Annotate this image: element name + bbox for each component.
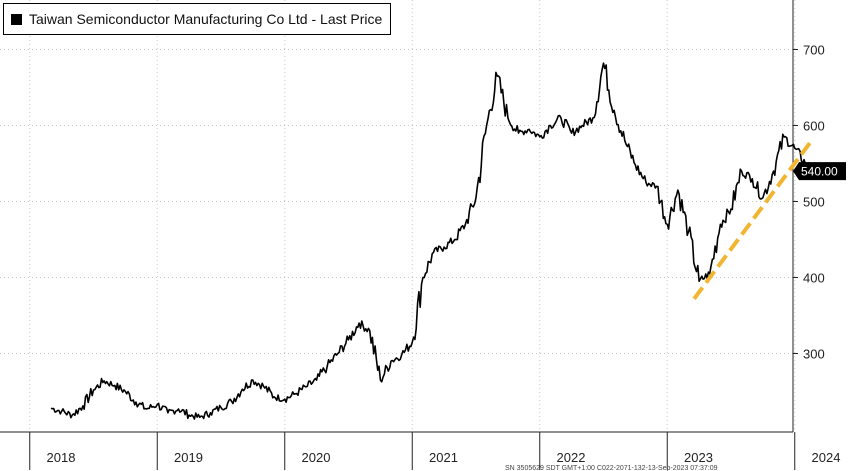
y-tick-label: 300 <box>803 347 825 362</box>
y-tick-label: 400 <box>803 271 825 286</box>
x-tick-label: 2018 <box>47 450 76 465</box>
trendline-annotation <box>692 141 812 300</box>
footer: SN 3505629 SDT GMT+1:00 C022-2071-132-13… <box>505 465 718 471</box>
x-tick-label: 2023 <box>684 450 713 465</box>
last-price-tag <box>793 162 846 181</box>
grid-lines <box>0 0 796 432</box>
legend-label: Taiwan Semiconductor Manufacturing Co Lt… <box>29 11 383 27</box>
series-line <box>50 62 817 420</box>
y-axis-ticks: 300 400 500 600 700 <box>793 43 825 362</box>
y-tick-label: 700 <box>803 43 825 58</box>
last-price-label: 540.00 <box>801 165 838 179</box>
footer-text: SN 3505629 SDT GMT+1:00 C022-2071-132-13… <box>505 465 718 471</box>
y-tick-label: 600 <box>803 119 825 134</box>
x-tick-label: 2024 <box>812 450 841 465</box>
legend: Taiwan Semiconductor Manufacturing Co Lt… <box>3 3 392 35</box>
trendline <box>692 141 812 300</box>
axes <box>0 0 794 433</box>
x-tick-label: 2022 <box>557 450 586 465</box>
legend-swatch <box>11 13 22 25</box>
last-price-marker: 540.00 <box>793 162 846 181</box>
x-tick-label: 2019 <box>174 450 203 465</box>
x-tick-label: 2020 <box>302 450 331 465</box>
x-tick-label: 2021 <box>429 450 458 465</box>
x-axis-ticks: 2018 2019 2020 2021 2022 2023 2024 <box>29 432 841 470</box>
price-series <box>50 62 817 420</box>
y-tick-label: 500 <box>803 195 825 210</box>
